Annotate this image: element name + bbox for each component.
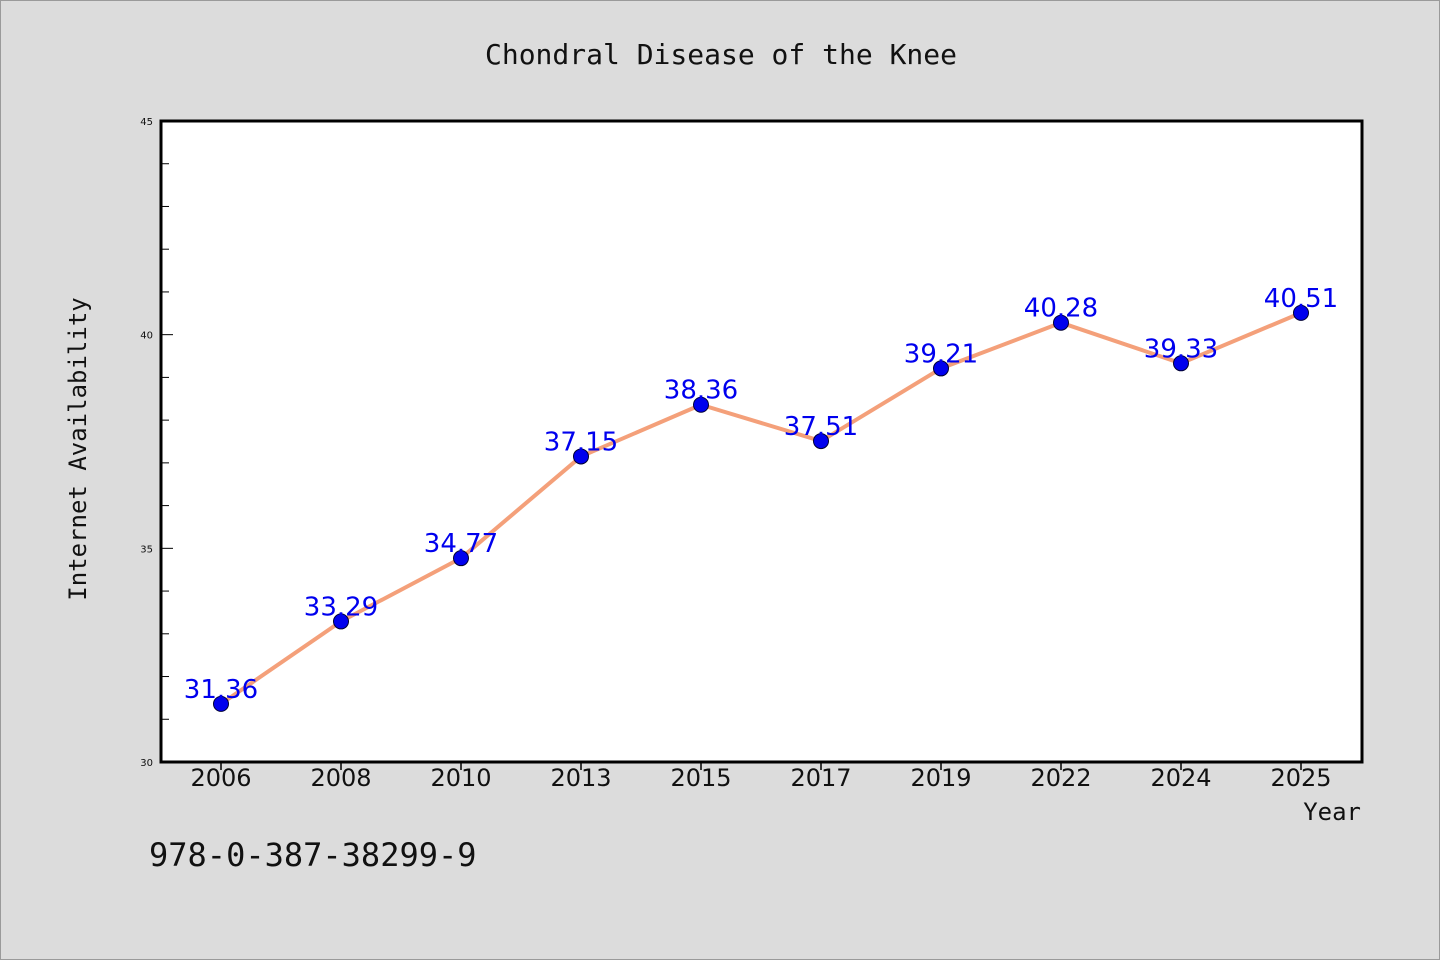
data-label: 39.33 <box>1144 334 1218 364</box>
y-tick-label: 45 <box>140 117 153 128</box>
x-tick-label: 2024 <box>1150 764 1211 792</box>
y-axis: 30 35 40 45 <box>140 117 173 769</box>
plot-area <box>159 119 1364 764</box>
data-point <box>573 448 589 465</box>
x-tick-label: 2015 <box>670 764 731 792</box>
data-label: 37.15 <box>544 427 618 457</box>
x-tick-label: 2022 <box>1030 764 1091 792</box>
series-line <box>219 310 1303 706</box>
data-label: 39.21 <box>904 339 978 369</box>
y-axis-label: Internet Availability <box>64 297 92 600</box>
data-point <box>693 396 709 413</box>
data-point <box>213 695 229 712</box>
x-axis: 2006 2008 2010 2013 2015 2017 2019 2022 2024 2025 <box>190 762 1332 792</box>
chart-title: Chondral Disease of the Knee <box>485 38 957 71</box>
data-label: 38.36 <box>664 376 738 406</box>
x-tick-label: 2019 <box>910 764 971 792</box>
data-label: 40.28 <box>1024 294 1098 324</box>
x-tick-label: 2008 <box>310 764 371 792</box>
data-label: 34.77 <box>424 529 498 559</box>
x-tick-label: 2017 <box>790 764 851 792</box>
x-tick-label: 2013 <box>550 764 611 792</box>
data-point <box>1293 304 1309 321</box>
y-tick-label: 40 <box>140 331 153 342</box>
data-point <box>333 613 349 630</box>
data-label: 33.29 <box>304 592 378 622</box>
x-tick-label: 2010 <box>430 764 491 792</box>
series-layer: 31.36 33.29 34.77 37.15 38.36 37.51 39.21 40.28… <box>184 284 1338 712</box>
data-label: 37.51 <box>784 412 858 442</box>
data-point <box>1173 355 1189 372</box>
y-tick-label: 30 <box>140 758 153 769</box>
x-axis-label: Year <box>1303 798 1361 826</box>
data-point <box>813 433 829 450</box>
x-tick-label: 2006 <box>190 764 251 792</box>
data-label: 40.51 <box>1264 284 1338 314</box>
data-label: 31.36 <box>184 675 258 705</box>
data-point <box>933 360 949 377</box>
y-tick-label: 35 <box>140 544 153 555</box>
footer-code: 978-0-387-38299-9 <box>149 836 477 874</box>
data-point <box>1053 314 1069 331</box>
data-point <box>453 550 469 567</box>
x-tick-label: 2025 <box>1270 764 1331 792</box>
